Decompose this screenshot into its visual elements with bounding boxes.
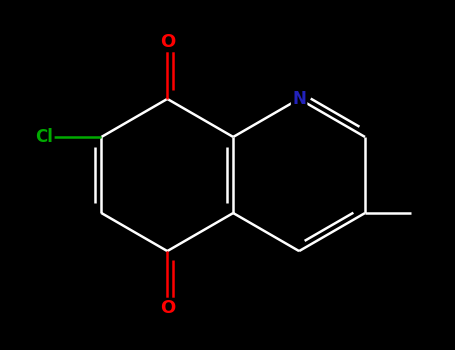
Text: Cl: Cl xyxy=(35,128,53,146)
Text: O: O xyxy=(160,299,175,317)
Text: N: N xyxy=(292,90,306,108)
Text: O: O xyxy=(160,33,175,51)
